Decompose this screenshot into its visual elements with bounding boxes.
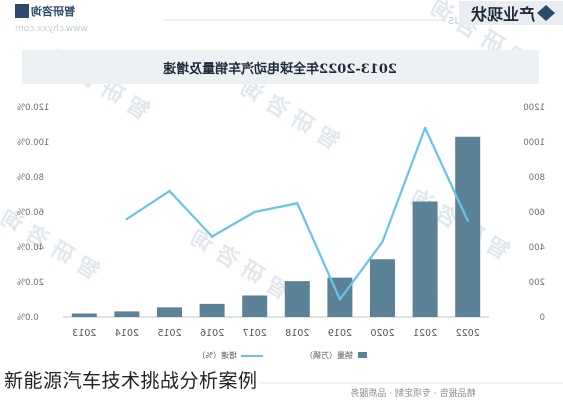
watermark-layer: 智 研 咨 询 智 研 咨 询 智 研 咨 询 智 研 咨 询 智 研 咨 询 … <box>0 0 534 305</box>
legend: 销量（万辆） 增速（%） <box>197 350 367 360</box>
growth-point-2020 <box>381 240 384 243</box>
right-tick-label: 400 <box>529 243 545 253</box>
category-label: 2019 <box>328 328 352 339</box>
category-label: 2016 <box>200 328 224 339</box>
diamond-icon <box>537 5 555 21</box>
growth-point-2017 <box>253 210 256 214</box>
chart-title: 2013-2022年全球电动汽车销量及增速 <box>163 61 397 77</box>
category-label: 2022 <box>456 328 480 339</box>
right-tick-label: 600 <box>529 208 545 218</box>
right-tick-label: 1000 <box>523 138 545 148</box>
category-axis: 2022 2021 2020 2019 2018 2017 2016 2015 2014 2013 <box>72 328 480 339</box>
svg-text:智 研 咨 询: 智 研 咨 询 <box>0 204 104 285</box>
category-label: 2013 <box>72 328 96 339</box>
page-caption: 新能源汽车技术挑战分析案例 <box>2 366 260 393</box>
bar-sales-2015 <box>157 307 182 317</box>
bar-sales-2017 <box>242 295 268 317</box>
brand-name: 智研咨询 <box>31 4 75 18</box>
left-tick-label: 40.0% <box>17 243 44 253</box>
page-header: 智研咨询 www.chyxx.com Status 产业现状 <box>15 1 563 34</box>
left-tick-label: 80.0% <box>17 173 44 183</box>
category-label: 2018 <box>285 328 309 339</box>
right-tick-label: 800 <box>529 173 545 183</box>
growth-point-2022 <box>466 219 469 222</box>
category-label: 2017 <box>243 328 267 339</box>
growth-point-2015 <box>168 189 171 193</box>
svg-text:智 研 咨 询: 智 研 咨 询 <box>236 74 344 155</box>
brand-url: www.chyxx.com <box>15 24 88 34</box>
right-tick-label: 200 <box>529 278 545 288</box>
category-label: 2020 <box>370 328 394 339</box>
title-band <box>22 50 539 84</box>
left-tick-label: 0.0% <box>17 313 39 323</box>
brand-logo <box>15 4 29 18</box>
left-tick-label: 100.0% <box>17 138 49 148</box>
legend-label-growth: 增速（%） <box>197 350 237 360</box>
bar-sales-2014 <box>114 311 140 317</box>
left-tick-label: 20.0% <box>17 278 44 288</box>
left-axis: 0.0% 20.0% 40.0% 60.0% 80.0% 100.0% 120.0% <box>17 103 49 323</box>
right-axis: 0 200 400 600 800 1000 1200 <box>523 103 545 323</box>
growth-point-2014 <box>125 217 129 221</box>
legend-label-sales: 销量（万辆） <box>305 350 353 360</box>
bar-sales-2020 <box>370 259 395 317</box>
growth-point-2021 <box>423 126 427 130</box>
section-label: 产业现状 <box>470 5 535 24</box>
footer-tagline: 精品报告 · 专项定制 · 品质服务 <box>350 387 475 399</box>
growth-point-2019 <box>338 298 342 301</box>
bar-sales-2021 <box>412 201 438 317</box>
growth-point-2018 <box>296 202 299 205</box>
plot-area <box>63 126 489 318</box>
bar-sales-2016 <box>199 303 225 317</box>
bar-sales-2022 <box>455 136 481 317</box>
bar-sales-2018 <box>284 281 310 317</box>
category-label: 2014 <box>115 328 139 339</box>
category-label: 2015 <box>157 328 181 339</box>
right-tick-label: 1200 <box>523 103 545 113</box>
left-tick-label: 120.0% <box>17 103 49 113</box>
left-tick-label: 60.0% <box>17 208 44 218</box>
category-label: 2021 <box>413 328 437 339</box>
right-tick-label: 0 <box>540 313 545 323</box>
growth-point-2016 <box>210 235 214 238</box>
legend-swatch-sales <box>358 352 367 358</box>
bar-sales-2013 <box>71 313 97 317</box>
svg-text:智 研 咨 询: 智 研 咨 询 <box>186 224 294 305</box>
